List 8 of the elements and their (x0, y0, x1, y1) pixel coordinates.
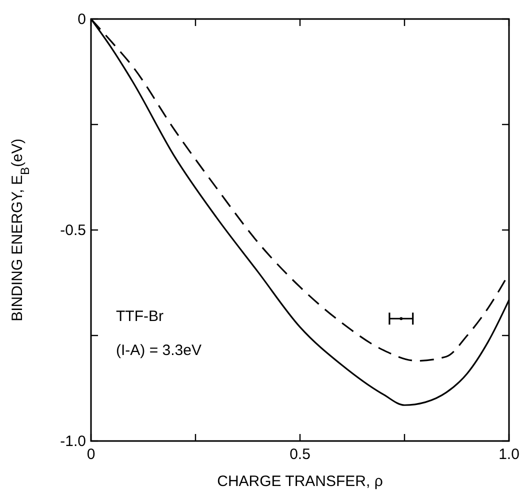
y-tick-label: -0.5 (60, 222, 86, 239)
x-tick-label: 0.5 (290, 446, 310, 463)
y-tick-label: 0 (78, 11, 86, 28)
x-axis-title: CHARGE TRANSFER, ρ (217, 473, 383, 490)
annotation: (I-A) = 3.3eV (116, 342, 202, 359)
x-tick-label: 1.0 (498, 446, 520, 463)
annotation: TTF-Br (116, 308, 164, 325)
y-tick-label: -1.0 (60, 433, 86, 450)
